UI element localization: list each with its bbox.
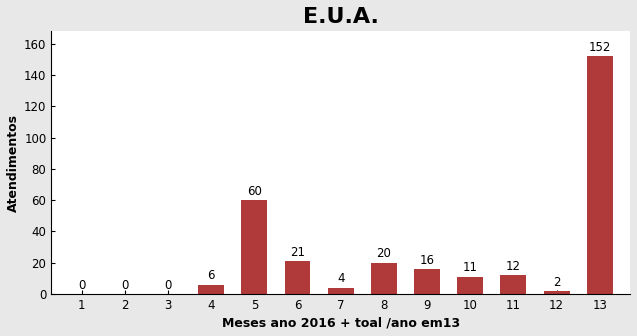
Bar	[544, 291, 569, 294]
Bar	[241, 200, 268, 294]
Text: 0: 0	[78, 279, 85, 292]
Text: 60: 60	[247, 185, 262, 198]
Title: E.U.A.: E.U.A.	[303, 7, 378, 27]
Bar	[457, 277, 483, 294]
Text: 11: 11	[462, 261, 478, 275]
Text: 2: 2	[553, 276, 561, 289]
Text: 21: 21	[290, 246, 305, 259]
Text: 152: 152	[589, 41, 611, 54]
Text: 4: 4	[337, 272, 345, 285]
Text: 12: 12	[506, 260, 521, 273]
Text: 16: 16	[420, 254, 434, 267]
Bar	[414, 269, 440, 294]
Bar	[371, 263, 397, 294]
Text: 0: 0	[164, 279, 171, 292]
Bar	[285, 261, 310, 294]
Y-axis label: Atendimentos: Atendimentos	[7, 114, 20, 212]
X-axis label: Meses ano 2016 + toal /ano em13: Meses ano 2016 + toal /ano em13	[222, 316, 460, 329]
Text: 0: 0	[121, 279, 129, 292]
Bar	[587, 56, 613, 294]
Bar	[501, 275, 526, 294]
Text: 6: 6	[208, 269, 215, 282]
Text: 20: 20	[376, 247, 391, 260]
Bar	[328, 288, 354, 294]
Bar	[198, 285, 224, 294]
